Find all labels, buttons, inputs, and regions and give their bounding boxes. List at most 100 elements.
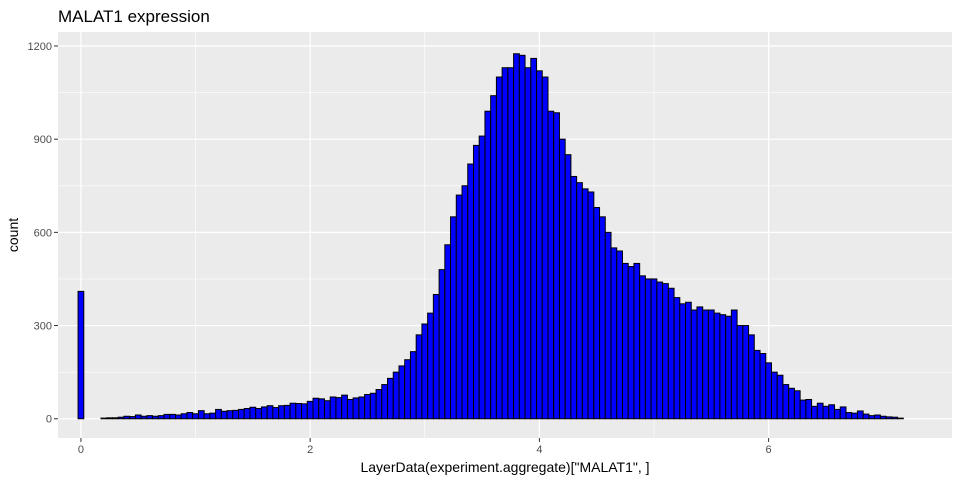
histogram-bar — [467, 163, 474, 420]
histogram-bar — [570, 175, 578, 420]
histogram-bar — [765, 362, 772, 420]
histogram-bar — [427, 312, 434, 420]
histogram-bar — [834, 408, 841, 420]
histogram-bar — [730, 309, 738, 420]
histogram-bar — [157, 415, 165, 420]
histogram-bar — [679, 303, 687, 420]
histogram-bar — [633, 262, 641, 420]
histogram-bar — [593, 207, 601, 420]
y-tick-label: 600 — [34, 227, 52, 239]
histogram-bar — [587, 191, 595, 420]
histogram-bar — [702, 309, 709, 420]
histogram-bar — [203, 413, 211, 420]
histogram-bar — [123, 415, 131, 420]
histogram-bar — [134, 414, 142, 420]
histogram-bar — [885, 416, 893, 420]
histogram-bar — [776, 374, 784, 420]
histogram-bar — [530, 57, 538, 420]
histogram-bar — [736, 325, 744, 420]
histogram-bar — [644, 278, 652, 420]
histogram-bar — [341, 394, 348, 420]
histogram-bar — [111, 417, 119, 420]
histogram-bar — [432, 293, 440, 420]
histogram-bar — [387, 377, 394, 420]
histogram-bar — [323, 400, 331, 420]
histogram-bar — [770, 371, 778, 420]
histogram-bar — [381, 384, 389, 420]
histogram-bar — [690, 309, 698, 420]
histogram-bar — [725, 315, 732, 420]
histogram-bar — [719, 314, 727, 420]
histogram-bar — [77, 290, 85, 420]
histogram-bar — [662, 283, 669, 420]
histogram-bar — [536, 70, 543, 420]
histogram-bar — [788, 387, 795, 420]
histogram-bar — [495, 76, 503, 420]
histogram-bar — [822, 405, 830, 420]
histogram-bar — [564, 154, 572, 420]
histogram-bar — [610, 247, 618, 420]
histogram-bar — [616, 250, 623, 420]
histogram-bar — [799, 399, 807, 420]
x-tick-label: 2 — [307, 444, 313, 456]
histogram-bar — [289, 402, 297, 420]
histogram-bar — [576, 182, 583, 420]
histogram-bar — [318, 398, 325, 420]
histogram-bar — [507, 67, 515, 420]
histogram-bar — [375, 389, 383, 420]
histogram-bar — [558, 138, 566, 420]
histogram-bar — [163, 413, 171, 420]
histogram-bar — [186, 412, 194, 420]
histogram-bar — [415, 334, 423, 420]
histogram-bar — [352, 397, 360, 420]
histogram-bar — [358, 396, 366, 420]
histogram-bar — [295, 403, 303, 420]
histogram-bar — [793, 390, 801, 420]
histogram-bar — [232, 409, 240, 420]
histogram-bar — [879, 415, 887, 420]
chart-title: MALAT1 expression — [58, 7, 210, 26]
histogram-bar — [272, 407, 280, 420]
y-tick-label: 1200 — [28, 41, 52, 53]
histogram-bar — [174, 414, 182, 420]
histogram-bar — [238, 408, 245, 420]
histogram-bar — [346, 398, 354, 420]
histogram-bar — [501, 67, 509, 420]
histogram-bar — [249, 406, 257, 420]
histogram-bar — [667, 287, 675, 420]
histogram-bar — [897, 417, 904, 420]
histogram-bar — [759, 353, 767, 420]
y-tick-label: 300 — [34, 321, 52, 333]
histogram-bar — [404, 359, 411, 420]
histogram-bar — [255, 407, 262, 420]
histogram-bar — [306, 400, 314, 420]
y-tick-label: 900 — [34, 134, 52, 146]
histogram-bar — [524, 67, 532, 420]
histogram-bar — [283, 404, 291, 420]
histogram-bar — [685, 301, 692, 420]
histogram-bar — [364, 394, 371, 420]
x-axis: 0 2 4 6 — [78, 438, 772, 456]
histogram-bar — [392, 371, 400, 420]
histogram-bar — [782, 384, 790, 420]
y-axis-label: count — [5, 218, 21, 252]
histogram-bar — [169, 413, 176, 420]
histogram-bar — [604, 231, 612, 420]
histogram-bar — [409, 351, 417, 420]
histogram-bar — [129, 416, 136, 420]
histogram-bar — [472, 144, 480, 420]
histogram-bar — [891, 416, 899, 420]
histogram-bar — [748, 334, 755, 420]
histogram-bar — [839, 406, 847, 420]
x-tick-label: 0 — [78, 444, 84, 456]
histogram-bar — [461, 185, 469, 420]
histogram-bar — [260, 406, 268, 420]
histogram-bar — [713, 312, 721, 420]
histogram-bar — [639, 275, 646, 420]
histogram-bar — [513, 53, 520, 420]
histogram-bar — [100, 417, 108, 420]
histogram-bar — [599, 216, 606, 420]
histogram-bar — [845, 412, 853, 420]
histogram-bar — [335, 397, 343, 420]
